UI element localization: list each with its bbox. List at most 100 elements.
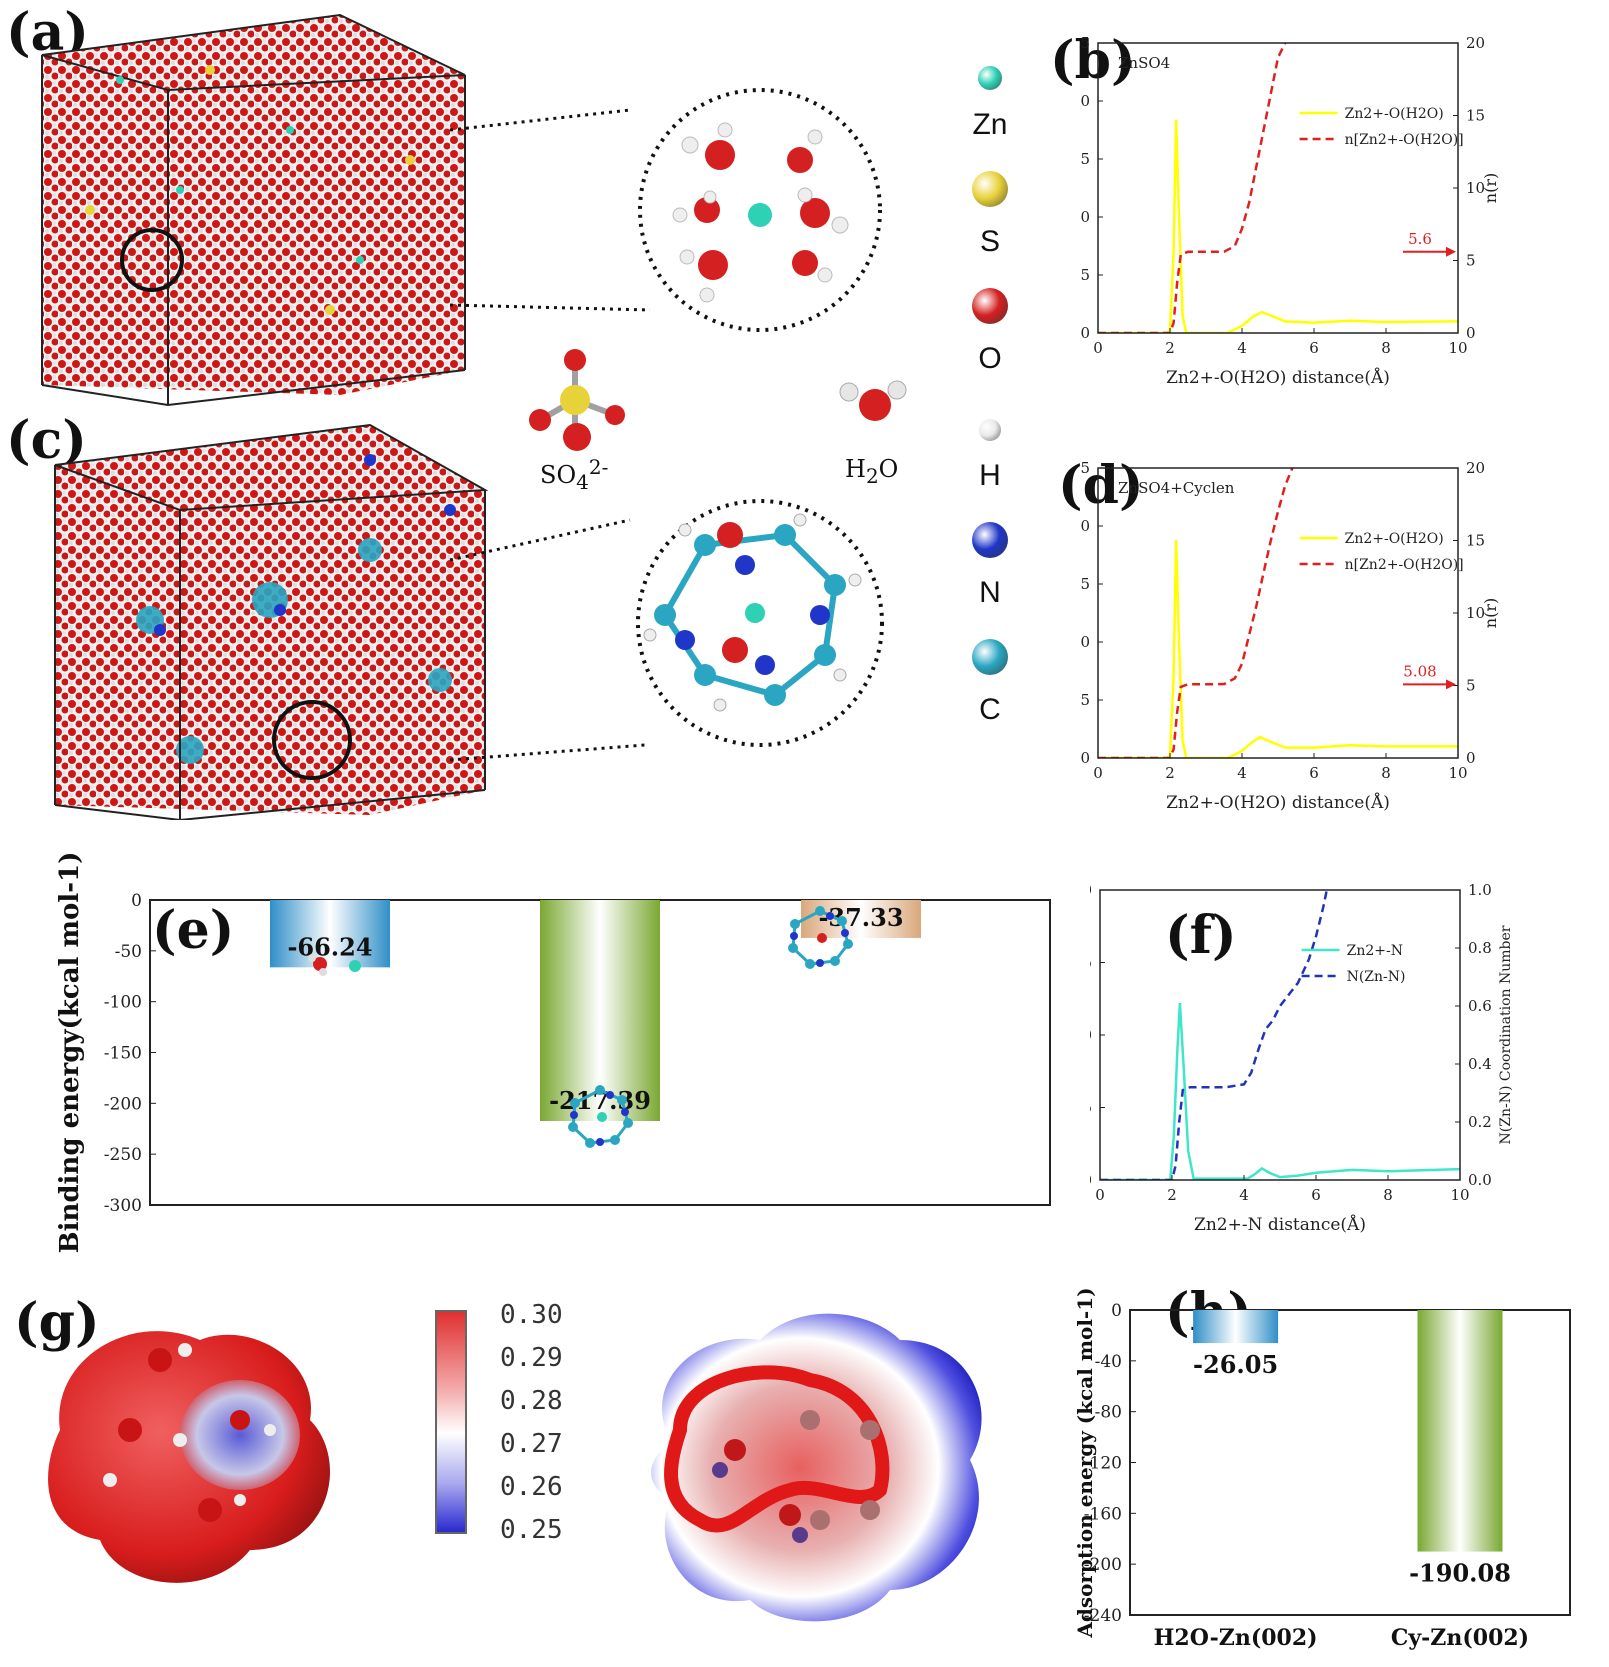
chart-annotation: ZnSO4 (1118, 54, 1170, 72)
y-axis-label-right: N(Zn-N) Coordination Number (1498, 925, 1514, 1144)
colorbar-tick-label: 0.30 (500, 1300, 563, 1330)
x-axis-label: Zn2+-O(H2O) distance(Å) (1166, 367, 1390, 388)
bar-value-label: -26.05 (1193, 1350, 1278, 1379)
y-tick-label-left: 0 (1080, 324, 1090, 342)
y-tick-label-left: 20 (1080, 92, 1090, 110)
y-tick-label-left: 15 (1080, 150, 1090, 168)
colorbar (435, 1310, 467, 1534)
x-axis-label: Zn2+-N distance(Å) (1194, 1214, 1366, 1235)
y-tick-label: -120 (1084, 1454, 1122, 1474)
y-tick-label-left: 0 (1080, 749, 1090, 767)
y-tick-label-left: 25 (1080, 459, 1090, 477)
legend-item-s: S (945, 167, 1035, 284)
y-axis-label: Binding energy(kcal mol-1) (55, 852, 85, 1254)
y-tick-label: 0 (1111, 1301, 1122, 1321)
y-tick-label-right: 1.0 (1468, 881, 1492, 899)
y-tick-label-right: 15 (1466, 532, 1485, 550)
y-tick-label: 0 (131, 891, 142, 911)
y-tick-label-left: 5 (1080, 691, 1090, 709)
x-tick-label: 10 (1448, 339, 1467, 357)
panel-label-g: (g) (14, 1292, 100, 1353)
y-tick-label-right: 15 (1466, 107, 1485, 125)
sulfate-molecule-icon (529, 349, 625, 451)
esp-map-hydrated-zn (48, 1331, 330, 1583)
value-arrow-label: 5.6 (1408, 230, 1432, 248)
highlight-circle-a (120, 228, 184, 292)
atom-h-icon (979, 419, 1001, 441)
panel-label-f: (f) (1165, 905, 1237, 966)
y-tick-label: -160 (1084, 1504, 1122, 1524)
legend-label: Zn (972, 108, 1008, 141)
bar-0 (270, 900, 390, 968)
zoom-circle-zn-cyclen (636, 499, 884, 747)
x-tick-label: 2 (1165, 339, 1175, 357)
category-label: Cy-Zn(002) (1391, 1625, 1529, 1651)
legend-label: C (979, 693, 1001, 726)
y-tick-label: -240 (1084, 1606, 1122, 1626)
y-tick-label-left: 5 (1090, 1099, 1092, 1117)
legend-item-n: N (945, 518, 1035, 635)
y-tick-label-right: 10 (1466, 179, 1485, 197)
y-tick-label: -100 (104, 993, 142, 1013)
legend-label: S (979, 225, 1000, 258)
series-line-1 (1098, 43, 1287, 333)
legend-label: N(Zn-N) (1347, 969, 1406, 985)
x-tick-label: 2 (1167, 1186, 1177, 1204)
x-tick-label: 4 (1239, 1186, 1249, 1204)
chart-e-binding-energy: 0-50-100-150-200-250-300-66.24-217.39-37… (55, 852, 1051, 1254)
y-tick-label-left: 25 (1080, 34, 1090, 52)
panel-label-e: (e) (152, 900, 235, 961)
chart-h-adsorption-energy: 0 -40 -80 -120 -160 -200 -240 -26.05 -190.08 H2O-… (1073, 1287, 1571, 1651)
atom-s-icon (972, 171, 1008, 207)
legend-label: n[Zn2+-O(H2O)] (1345, 132, 1464, 148)
legend-item-c: C (945, 635, 1035, 752)
zoom-circle-zn-hydration (638, 88, 882, 332)
y-tick-label-right: 0 (1466, 749, 1476, 767)
chart-d-rdf-znso4-cyclen: 0246810051015202505101520Zn2+-O(H2O) dis… (1080, 459, 1500, 813)
series-line-1 (1100, 890, 1329, 1180)
y-axis-label-right: n(r) (1481, 598, 1500, 628)
legend-label: Zn2+-N (1347, 943, 1403, 959)
y-tick-label: -250 (104, 1145, 142, 1165)
md-box-znso4 (41, 13, 466, 407)
x-tick-label: 8 (1383, 1186, 1393, 1204)
highlight-circle-c (272, 700, 352, 780)
legend-label: H (979, 459, 1001, 492)
y-tick-label: -200 (104, 1094, 142, 1114)
series-line-0 (1098, 119, 1458, 333)
y-tick-label-left: 10 (1080, 633, 1090, 651)
panel-label-d: (d) (1058, 455, 1144, 516)
colorbar-labels: 0.30 0.29 0.28 0.27 0.26 0.25 (500, 1300, 580, 1545)
bar-1 (1417, 1310, 1503, 1552)
y-tick-label-right: 0.8 (1468, 939, 1492, 957)
chart-f-rdf-zn-n: 0 2 4 6 8 10 0 5 10 15 20 0.0 0.2 0.4 0.6 0.8 1.0 Zn2+-N … (1090, 881, 1514, 1235)
colorbar-tick-label: 0.26 (500, 1472, 563, 1502)
y-tick-label: -300 (104, 1196, 142, 1216)
plot-frame (1099, 889, 1461, 1181)
x-tick-label: 0 (1093, 339, 1103, 357)
molecule-thumbnail-water-zn (308, 954, 361, 976)
y-tick-label: -50 (115, 942, 142, 962)
panel-label-c: (c) (6, 410, 87, 471)
water-label: H2O (845, 455, 899, 488)
atom-o-icon (972, 288, 1008, 324)
chart-b-rdf-znso4: 0246810051015202505101520Zn2+-O(H2O) dis… (1080, 34, 1500, 388)
y-tick-label-left: 10 (1080, 208, 1090, 226)
y-tick-label-left: 10 (1090, 1026, 1092, 1044)
y-tick-label-left: 5 (1080, 266, 1090, 284)
y-axis-label: Adsorption energy (kcal mol-1) (1073, 1287, 1097, 1638)
md-box-ions-a (85, 65, 415, 315)
y-tick-label-right: 20 (1466, 34, 1485, 52)
legend-label: Zn2+-O(H2O) (1345, 531, 1444, 547)
series-line-0 (1100, 1003, 1460, 1180)
value-arrow-label: 5.08 (1403, 662, 1436, 680)
y-tick-label-right: 0.6 (1468, 997, 1492, 1015)
y-tick-label-left: 15 (1090, 954, 1092, 972)
bar-1 (540, 900, 660, 1122)
y-tick-label-right: 10 (1466, 604, 1485, 622)
y-tick-label: -80 (1095, 1403, 1122, 1423)
legend-label: n[Zn2+-O(H2O)] (1345, 557, 1464, 573)
x-tick-label: 6 (1309, 339, 1319, 357)
y-axis-label-right: n(r) (1481, 173, 1500, 203)
value-arrow-head (1446, 246, 1456, 257)
